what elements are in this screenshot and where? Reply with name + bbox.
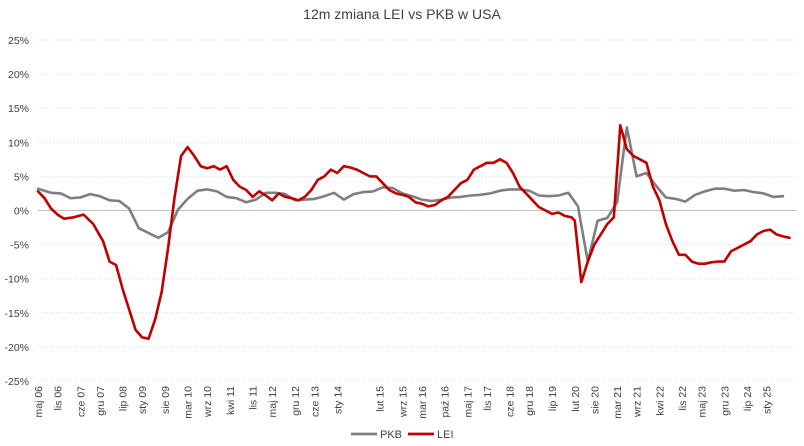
x-tick-label: mar 16 — [417, 386, 429, 419]
legend-label-pkb: PKB — [380, 429, 402, 441]
x-tick-label: lut 15 — [375, 386, 387, 412]
series-line-lei — [36, 124, 791, 340]
x-tick-label: sie 09 — [160, 386, 172, 414]
x-tick-label: paź 16 — [440, 386, 452, 418]
x-tick-label: cze 13 — [310, 386, 322, 417]
legend: PKB LEI — [351, 429, 454, 441]
legend-label-lei: LEI — [437, 429, 454, 441]
x-tick-label: cze 07 — [75, 386, 87, 417]
x-tick-label: kwi 22 — [654, 386, 666, 416]
x-tick-label: mar 10 — [183, 386, 195, 419]
x-tick-label: lip 24 — [742, 386, 754, 411]
x-tick-label: lip 19 — [547, 386, 559, 411]
y-tick-label: -15% — [4, 308, 29, 320]
x-tick-label: maj 23 — [697, 386, 709, 418]
y-axis-ticks: 25% 20% 15% 10% 5% 0% -5% -10% -15% -20% -25% — [4, 35, 29, 388]
y-tick-label: 10% — [8, 137, 29, 149]
y-tick-label: 25% — [8, 35, 29, 47]
x-tick-label: kwi 11 — [225, 386, 237, 415]
y-tick-label: -25% — [4, 376, 29, 388]
x-tick-label: lis 22 — [677, 386, 689, 411]
chart-title: 12m zmiana LEI vs PKB w USA — [303, 6, 501, 22]
x-tick-label: maj 12 — [267, 386, 279, 418]
x-tick-label: mar 21 — [612, 386, 624, 419]
x-tick-label: gru 12 — [290, 386, 302, 416]
x-tick-label: sty 09 — [137, 386, 149, 414]
x-tick-label: maj 17 — [462, 386, 474, 418]
x-tick-label: gru 18 — [524, 386, 536, 416]
x-tick-label: lis 06 — [53, 386, 65, 411]
y-tick-label: 5% — [14, 171, 29, 183]
x-axis: maj 06 lis 06 cze 07 gru 07 lip 08 sty 09 sie … — [33, 210, 796, 419]
series-lines — [36, 124, 791, 340]
x-tick-label: wrz 10 — [202, 386, 214, 418]
x-tick-label: gru 07 — [95, 386, 107, 416]
x-tick-label: lis 11 — [248, 386, 260, 410]
series-line-pkb — [36, 126, 785, 263]
x-tick-label: wrz 21 — [632, 386, 644, 418]
x-tick-label: sty 14 — [332, 386, 344, 414]
x-tick-label: sty 25 — [762, 386, 774, 414]
y-tick-label: -5% — [10, 240, 29, 252]
x-tick-label: gru 23 — [719, 386, 731, 416]
x-tick-label: cze 18 — [505, 386, 517, 417]
y-tick-label: -20% — [4, 342, 29, 354]
x-tick-label: wrz 15 — [397, 386, 409, 418]
x-tick-label: maj 06 — [33, 386, 45, 418]
y-tick-label: 0% — [14, 206, 29, 218]
x-tick-label: lut 20 — [570, 386, 582, 412]
y-tick-label: 15% — [8, 103, 29, 115]
x-tick-label: lip 08 — [118, 386, 130, 411]
x-tick-label: lis 17 — [482, 386, 494, 411]
y-tick-label: -10% — [4, 274, 29, 286]
y-tick-label: 20% — [8, 69, 29, 81]
x-tick-label: sie 20 — [589, 386, 601, 414]
